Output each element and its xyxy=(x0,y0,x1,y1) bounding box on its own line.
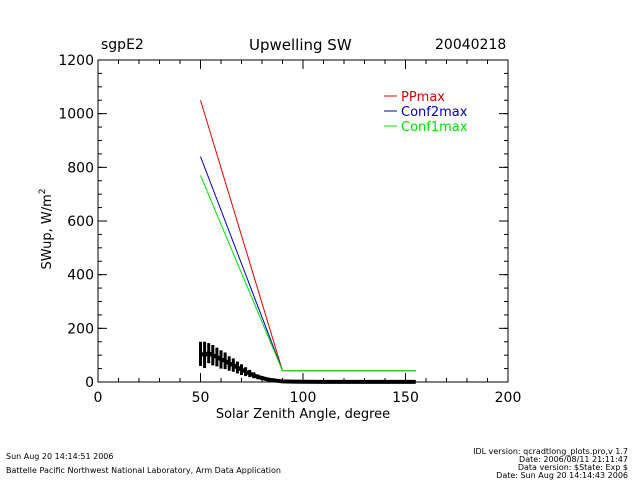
footer-idl-version: IDL version: qcradtlong_plots.pro,v 1.7 xyxy=(473,447,628,456)
legend-label: Conf2max xyxy=(401,105,468,120)
date-label: 20040218 xyxy=(435,37,507,53)
x-tick-label: 50 xyxy=(192,390,210,406)
x-tick-label: 150 xyxy=(392,390,419,406)
footer-data-version: Data version: $State: Exp $ xyxy=(517,463,628,472)
y-tick-label: 1000 xyxy=(58,107,94,123)
x-tick-label: 0 xyxy=(94,390,103,406)
scatter-cloud xyxy=(199,350,416,384)
series-line-ppmax xyxy=(200,100,416,372)
y-tick-label: 1200 xyxy=(58,53,94,69)
series-line-conf1max xyxy=(200,175,416,372)
y-axis-label: SWup, W/m2 xyxy=(38,188,55,269)
footer-timestamp: Sun Aug 20 14:14:51 2006 xyxy=(6,452,114,461)
footer-lab: Battelle Pacific Northwest National Labo… xyxy=(6,466,281,475)
legend-label: PPmax xyxy=(401,90,445,105)
y-tick-label: 200 xyxy=(67,321,94,337)
series-line-conf2max xyxy=(200,156,283,371)
footer-data-date: Date: Sun Aug 20 14:14:43 2006 xyxy=(496,471,628,480)
x-tick-label: 100 xyxy=(290,390,317,406)
footer-idl-date: Date: 2006/08/11 21:11:47 xyxy=(519,455,628,464)
y-tick-label: 400 xyxy=(67,268,94,284)
y-tick-label: 600 xyxy=(67,214,94,230)
y-tick-label: 800 xyxy=(67,160,94,176)
chart-title: Upwelling SW xyxy=(249,36,352,54)
x-axis-label: Solar Zenith Angle, degree xyxy=(216,407,390,422)
x-tick-label: 200 xyxy=(495,390,522,406)
y-tick-label: 0 xyxy=(85,375,94,391)
legend-label: Conf1max xyxy=(401,120,468,135)
y-axis-label-superscript: 2 xyxy=(38,188,48,194)
site-label: sgpE2 xyxy=(101,37,144,53)
